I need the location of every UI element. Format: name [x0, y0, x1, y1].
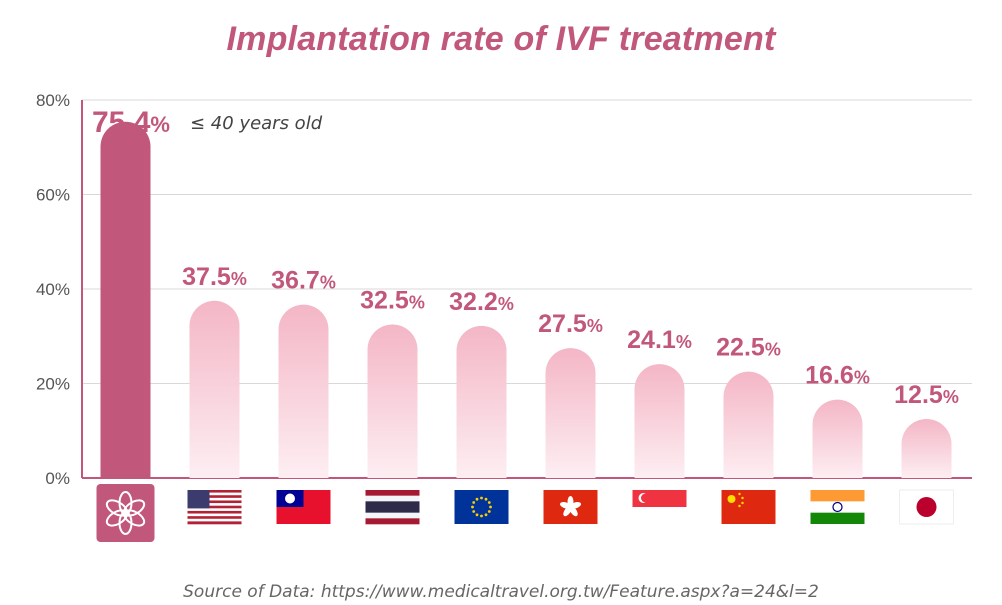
y-tick-label: 60%: [36, 186, 70, 205]
value-label: 16.6%: [805, 362, 870, 390]
bar-hong-kong: [545, 348, 596, 478]
value-label: 22.5%: [716, 334, 781, 362]
flag-singapore-icon: [632, 490, 687, 524]
bar-india: [812, 399, 863, 478]
value-label: 75.4%: [92, 106, 170, 139]
value-label: 37.5%: [182, 263, 247, 291]
flag-india-icon: [810, 490, 865, 524]
y-tick-label: 0%: [45, 469, 70, 488]
flag-hong-kong-icon: [543, 490, 598, 524]
flag-china-icon: [721, 490, 776, 524]
bar-thailand: [367, 324, 418, 478]
age-annotation: ≤ 40 years old: [190, 113, 323, 134]
y-tick-label: 40%: [36, 280, 70, 299]
value-label: 12.5%: [894, 381, 959, 409]
bar-european-union: [456, 325, 507, 478]
y-tick-label: 80%: [36, 91, 70, 110]
y-tick-label: 20%: [36, 375, 70, 394]
lotus-logo-icon: [96, 484, 155, 542]
chart-title: Implantation rate of IVF treatment: [226, 20, 776, 58]
source-note: Source of Data: https://www.medicaltrave…: [183, 582, 819, 602]
flag-usa-icon: [187, 490, 242, 525]
bar-singapore: [634, 364, 685, 478]
flag-thailand-icon: [365, 490, 420, 525]
bar-japan: [901, 418, 952, 478]
flag-japan-icon: [899, 489, 954, 525]
bar-taiwan: [278, 304, 329, 478]
value-label: 32.5%: [360, 286, 425, 314]
bar-chart: 0% 20% 40% 60% 80% 75.4% 37.5% 36.7% 32.5% 32.2%…: [36, 91, 972, 542]
value-label: 27.5%: [538, 310, 603, 338]
value-label: 24.1%: [627, 326, 692, 354]
value-label: 36.7%: [271, 267, 336, 295]
flag-taiwan-icon: [276, 490, 331, 524]
bar-usa: [189, 300, 240, 478]
bar-clinic-logo: [100, 121, 151, 479]
flag-eu-icon: [454, 490, 509, 524]
value-label: 32.2%: [449, 288, 514, 316]
bar-china: [723, 371, 774, 478]
